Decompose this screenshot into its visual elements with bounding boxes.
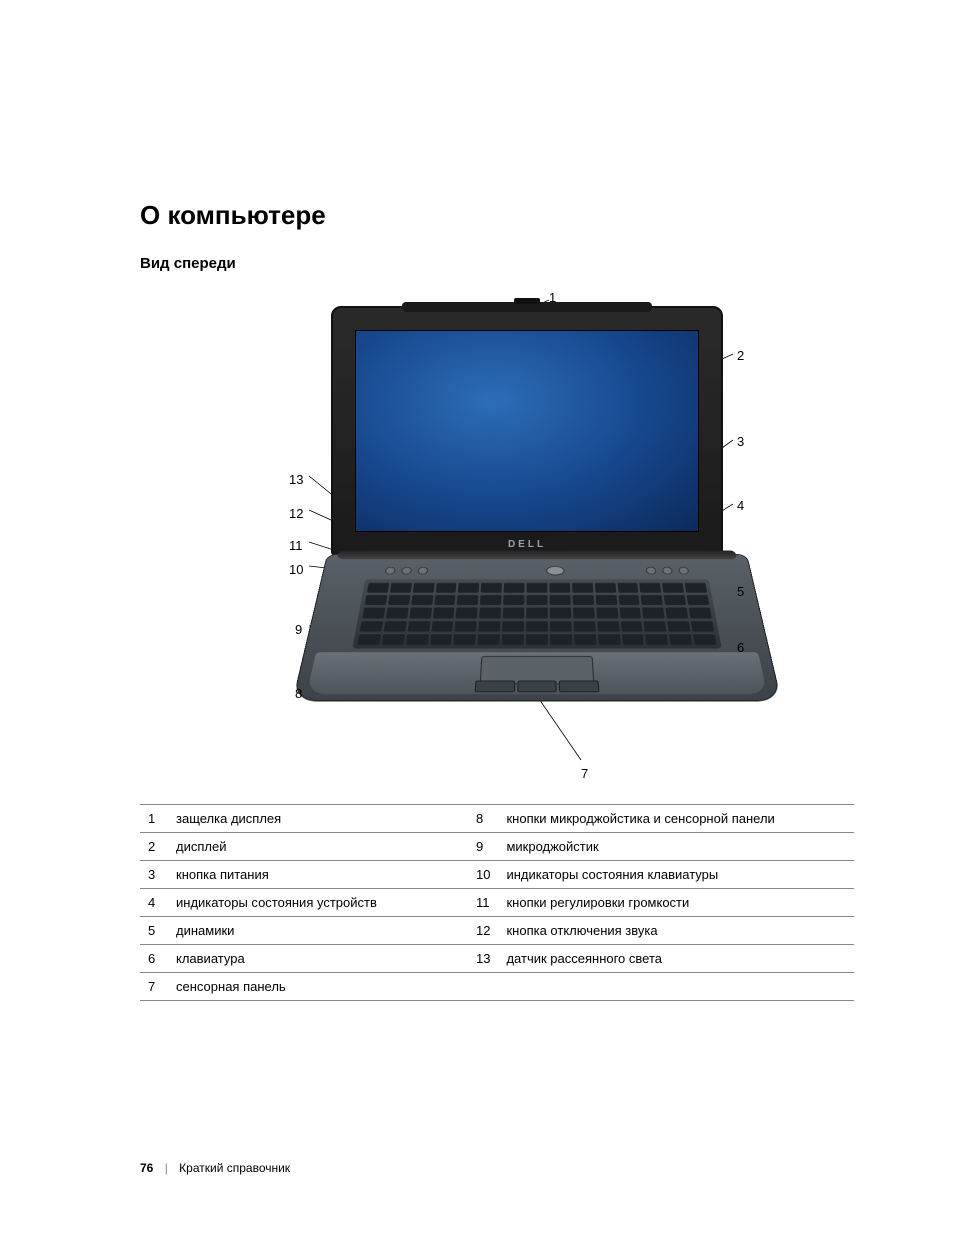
legend-index: 12 bbox=[468, 917, 498, 945]
laptop-lid: DELL bbox=[331, 306, 723, 556]
legend-label: дисплей bbox=[168, 833, 468, 861]
callout-number: 5 bbox=[737, 584, 744, 599]
laptop-base bbox=[292, 554, 782, 701]
volume-button-icon bbox=[401, 567, 412, 575]
laptop-display bbox=[355, 330, 699, 532]
legend-row: 5динамики12кнопка отключения звука bbox=[140, 917, 854, 945]
legend-index: 1 bbox=[140, 805, 168, 833]
legend-label: защелка дисплея bbox=[168, 805, 468, 833]
callout-number: 2 bbox=[737, 348, 744, 363]
legend-index: 7 bbox=[140, 973, 168, 1001]
legend-label: кнопки микроджойстика и сенсорной панели bbox=[498, 805, 854, 833]
callout-number: 9 bbox=[295, 622, 302, 637]
callout-number: 6 bbox=[737, 640, 744, 655]
palm-rest bbox=[307, 652, 768, 694]
page-heading: О компьютере bbox=[140, 200, 854, 231]
legend-row: 1защелка дисплея8кнопки микроджойстика и… bbox=[140, 805, 854, 833]
legend-index: 13 bbox=[468, 945, 498, 973]
legend-label: кнопка отключения звука bbox=[498, 917, 854, 945]
media-button-row bbox=[384, 565, 689, 576]
callout-number: 4 bbox=[737, 498, 744, 513]
callout-number: 7 bbox=[581, 766, 588, 781]
callout-number: 1 bbox=[549, 290, 556, 305]
laptop-illustration: DELL bbox=[327, 306, 727, 724]
legend-row: 3кнопка питания10индикаторы состояния кл… bbox=[140, 861, 854, 889]
power-button-icon bbox=[546, 566, 565, 575]
legend-index: 3 bbox=[140, 861, 168, 889]
legend-row: 7сенсорная панель bbox=[140, 973, 854, 1001]
legend-label: датчик рассеянного света bbox=[498, 945, 854, 973]
callout-number: 8 bbox=[295, 686, 302, 701]
legend-label: кнопка питания bbox=[168, 861, 468, 889]
status-led-icon bbox=[646, 567, 657, 575]
touchpad-buttons bbox=[475, 680, 600, 692]
display-latch bbox=[514, 298, 540, 304]
legend-row: 4индикаторы состояния устройств11кнопки … bbox=[140, 889, 854, 917]
callout-number: 13 bbox=[289, 472, 303, 487]
callout-number: 12 bbox=[289, 506, 303, 521]
legend-index: 9 bbox=[468, 833, 498, 861]
volume-button-icon bbox=[385, 567, 396, 575]
legend-label bbox=[498, 973, 854, 1001]
legend-label: индикаторы состояния устройств bbox=[168, 889, 468, 917]
front-view-diagram: DELL bbox=[217, 286, 777, 786]
status-led-icon bbox=[662, 567, 673, 575]
footer-label: Краткий справочник bbox=[179, 1161, 290, 1175]
legend-index: 4 bbox=[140, 889, 168, 917]
legend-label: динамики bbox=[168, 917, 468, 945]
section-subheading: Вид спереди bbox=[140, 255, 854, 272]
callout-number: 3 bbox=[737, 434, 744, 449]
status-led-icon bbox=[678, 567, 689, 575]
legend-table: 1защелка дисплея8кнопки микроджойстика и… bbox=[140, 804, 854, 1001]
legend-row: 2дисплей9микроджойстик bbox=[140, 833, 854, 861]
callout-number: 11 bbox=[289, 538, 303, 553]
legend-index bbox=[468, 973, 498, 1001]
page-footer: 76 | Краткий справочник bbox=[140, 1161, 290, 1175]
legend-label: индикаторы состояния клавиатуры bbox=[498, 861, 854, 889]
legend-label: клавиатура bbox=[168, 945, 468, 973]
legend-index: 8 bbox=[468, 805, 498, 833]
legend-index: 5 bbox=[140, 917, 168, 945]
legend-row: 6клавиатура13датчик рассеянного света bbox=[140, 945, 854, 973]
legend-label: сенсорная панель bbox=[168, 973, 468, 1001]
callout-number: 10 bbox=[289, 562, 303, 577]
brand-logo: DELL bbox=[508, 539, 546, 550]
legend-label: кнопки регулировки громкости bbox=[498, 889, 854, 917]
keyboard bbox=[352, 579, 722, 648]
page-number: 76 bbox=[140, 1161, 153, 1175]
legend-label: микроджойстик bbox=[498, 833, 854, 861]
legend-index: 10 bbox=[468, 861, 498, 889]
mute-button-icon bbox=[417, 567, 428, 575]
legend-index: 2 bbox=[140, 833, 168, 861]
legend-index: 6 bbox=[140, 945, 168, 973]
legend-index: 11 bbox=[468, 889, 498, 917]
